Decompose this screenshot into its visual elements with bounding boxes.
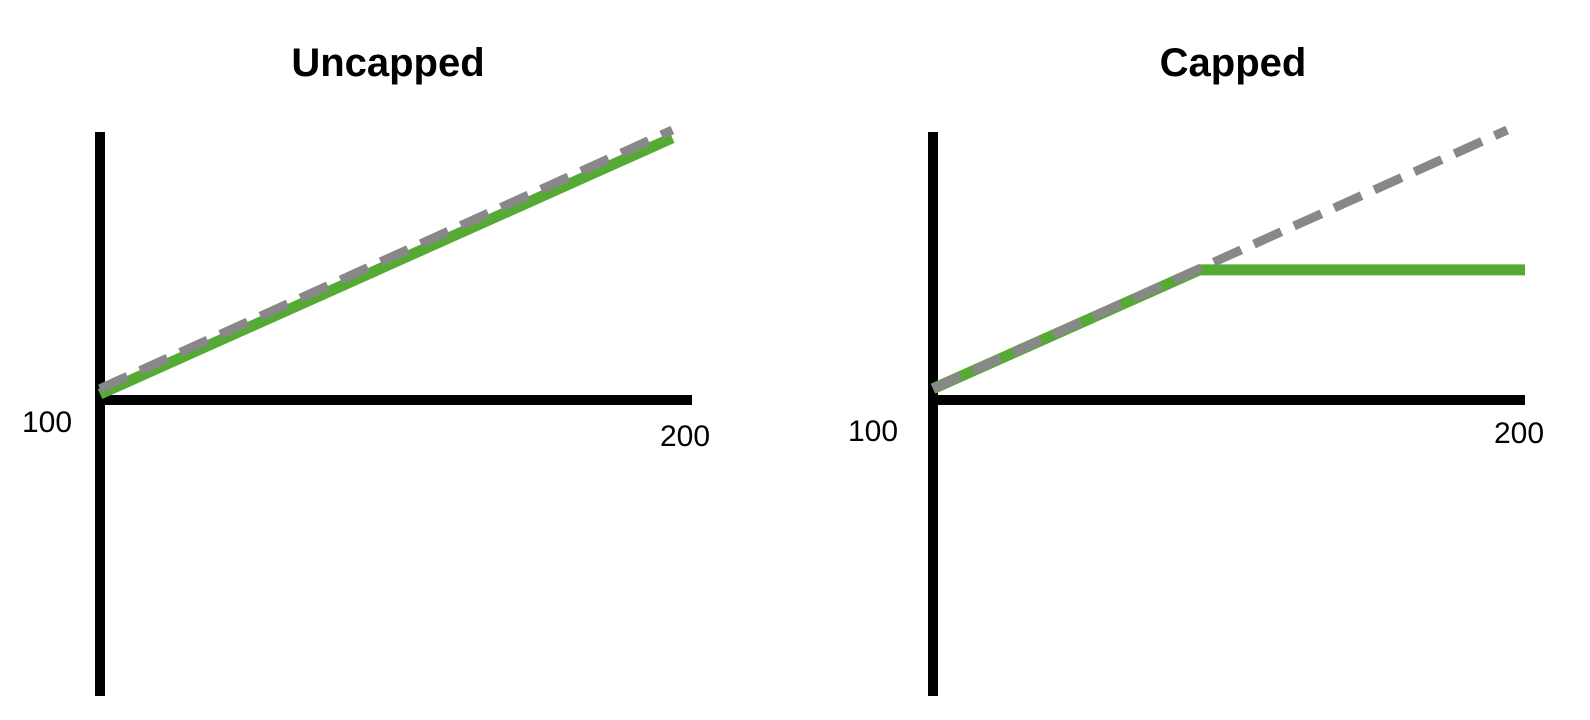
chart-panel-capped: Capped 100 200: [848, 41, 1544, 696]
x-end-tick-label: 200: [1494, 417, 1544, 450]
x-end-tick-label: 200: [660, 420, 710, 453]
chart-title: Capped: [1160, 41, 1307, 85]
series-group: [930, 125, 1525, 394]
chart-title: Uncapped: [291, 41, 484, 85]
value-solid-line-uncapped: [97, 132, 675, 400]
value-solid-line-capped: [930, 264, 1525, 394]
y-origin-tick-label: 100: [848, 415, 898, 448]
series-group: [97, 125, 675, 400]
reference-dashed-line-uncapped: [98, 125, 675, 393]
chart-panel-uncapped: Uncapped 100 200: [22, 41, 710, 696]
reference-dashed-line-capped: [931, 125, 1510, 393]
y-origin-tick-label: 100: [22, 406, 72, 439]
